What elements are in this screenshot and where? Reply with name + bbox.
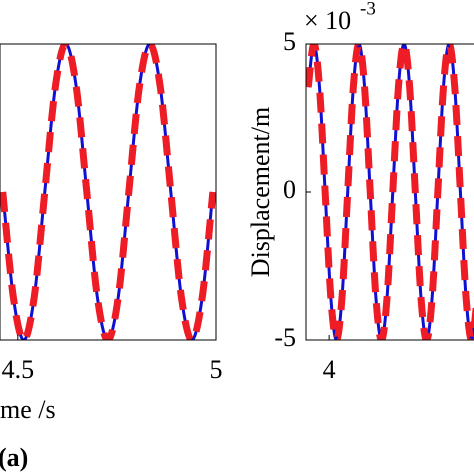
y-exponent: -3 (360, 0, 376, 19)
x-tick-label: 4 (323, 355, 336, 384)
x-tick-label: 5 (210, 355, 223, 384)
y-tick-label: 5 (283, 27, 296, 56)
plot-area (0, 44, 216, 340)
x-axis-label: me /s (0, 395, 56, 424)
axes-box (0, 43, 217, 341)
y-multiplier: × 10 (304, 6, 351, 35)
panel-label: (a) (0, 443, 28, 472)
data-line (0, 44, 216, 340)
y-tick-label: 0 (283, 175, 296, 204)
x-tick-label: 4.5 (2, 355, 35, 384)
data-line (306, 44, 474, 340)
plot-area (306, 44, 474, 340)
y-axis-label: Displacement/m (246, 107, 275, 277)
y-tick-label: -5 (274, 323, 296, 352)
